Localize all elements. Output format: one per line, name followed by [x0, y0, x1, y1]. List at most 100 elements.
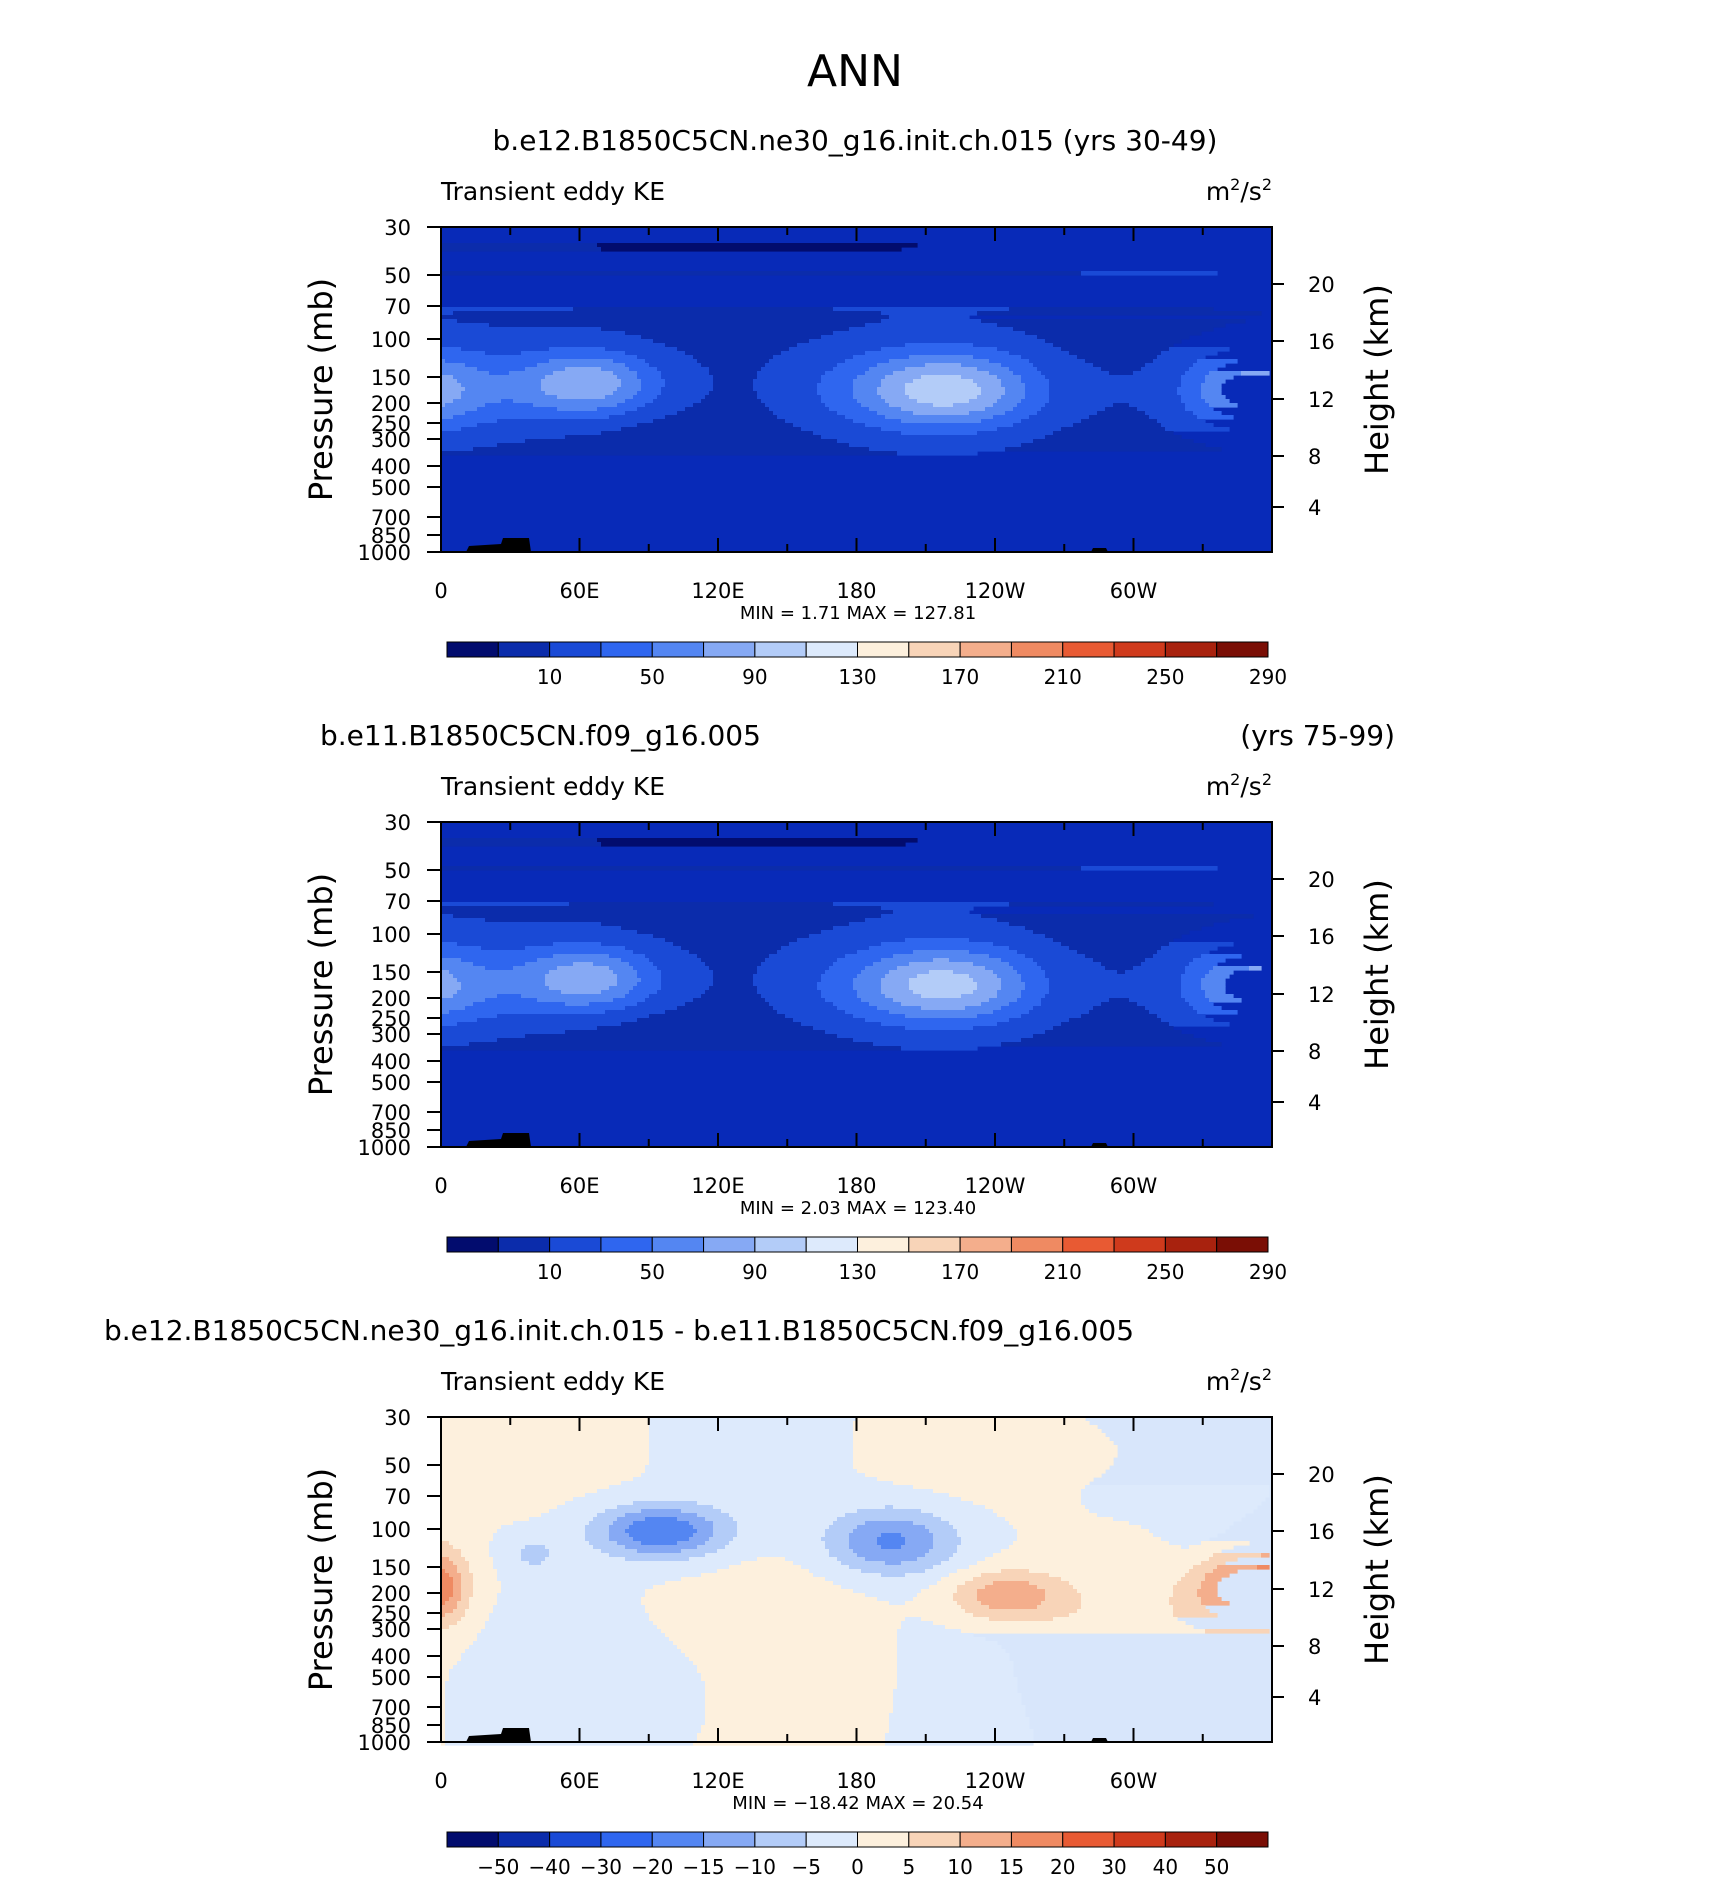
field-cell: [765, 363, 838, 368]
field-cell: [465, 1557, 494, 1562]
field-cell: [721, 1509, 858, 1514]
field-cell: [441, 1521, 514, 1526]
field-cell: [1013, 327, 1214, 332]
field-cell: [441, 906, 882, 911]
field-cell: [837, 1006, 878, 1011]
field-cell: [869, 946, 1010, 951]
y-tick-label: 1000: [358, 541, 411, 565]
field-cell: [453, 1581, 462, 1586]
field-cell: [705, 1517, 734, 1522]
colorbar-label: −50: [477, 1855, 519, 1879]
field-cell: [441, 1737, 446, 1742]
field-cell: [697, 1733, 886, 1738]
field-cell: [441, 315, 890, 320]
field-cell: [865, 423, 1014, 428]
field-cell: [1157, 355, 1206, 360]
field-cell: [441, 986, 462, 991]
field-cell: [969, 974, 998, 979]
field-cell: [981, 319, 1246, 324]
field-cell: [701, 1573, 814, 1578]
field-cell: [489, 1549, 522, 1554]
field-cell: [529, 1561, 542, 1566]
field-cell: [613, 998, 646, 1003]
field-cell: [677, 347, 790, 352]
field-cell: [681, 1649, 898, 1654]
field-cell: [497, 1038, 854, 1043]
field-cell: [1017, 1533, 1154, 1538]
field-cell: [917, 1593, 954, 1598]
field-cell: [1161, 1537, 1210, 1542]
colorbar-box: [600, 1236, 653, 1253]
field-cell: [441, 962, 474, 967]
variable-label: Transient eddy KE: [440, 177, 665, 206]
field-cell: [489, 1545, 526, 1550]
field-cell: [829, 966, 866, 971]
field-cell: [729, 1565, 802, 1570]
field-cell: [881, 914, 982, 919]
field-cell: [853, 1457, 1114, 1462]
field-cell: [1069, 1581, 1178, 1586]
field-cell: [801, 1022, 882, 1027]
field-cell: [485, 403, 534, 408]
field-cell: [573, 962, 594, 967]
field-cell: [989, 359, 1030, 364]
field-cell: [453, 415, 610, 420]
field-cell: [1021, 375, 1046, 380]
field-cell: [681, 1577, 826, 1582]
field-cell: [705, 1541, 730, 1546]
field-cell: [1001, 1569, 1030, 1574]
field-cell: [1009, 367, 1038, 372]
colorbar-box: [805, 641, 858, 658]
field-cell: [973, 1613, 1070, 1618]
field-cell: [1013, 371, 1042, 376]
colorbar-label: −20: [631, 1855, 673, 1879]
field-cell: [449, 1541, 490, 1546]
field-cell: [793, 1018, 866, 1023]
field-cell: [1001, 363, 1034, 368]
field-cell: [1001, 1042, 1222, 1047]
field-cell: [453, 1585, 462, 1590]
field-cell: [833, 962, 874, 967]
field-cell: [441, 938, 666, 943]
field-cell: [973, 1026, 1054, 1031]
y-tick-label: 30: [384, 1406, 411, 1430]
field-cell: [705, 1685, 898, 1690]
field-cell: [1037, 367, 1102, 372]
field-cell: [501, 1581, 666, 1586]
field-cell: [833, 902, 1010, 907]
colorbar-box: [1216, 1831, 1269, 1848]
field-cell: [441, 451, 898, 456]
field-cell: [609, 1525, 630, 1530]
y-tick-label: 850: [371, 524, 411, 548]
field-cell: [853, 1433, 1106, 1438]
field-cell: [757, 391, 818, 396]
field-cell: [457, 942, 554, 947]
field-cell: [625, 1545, 698, 1550]
field-cell: [997, 375, 1022, 380]
field-cell: [877, 363, 926, 368]
field-cell: [1061, 347, 1170, 352]
field-cell: [441, 375, 454, 380]
field-cell: [441, 1505, 558, 1510]
field-cell: [441, 1509, 550, 1514]
field-cell: [441, 958, 462, 963]
field-cell: [809, 1569, 862, 1574]
field-cell: [441, 1477, 634, 1482]
field-cell: [957, 1545, 1010, 1550]
field-cell: [1025, 954, 1086, 959]
field-cell: [501, 1525, 586, 1530]
y-tick-label: 300: [371, 1618, 411, 1642]
field-cell: [1185, 998, 1210, 1003]
field-cell: [821, 399, 858, 404]
field-cell: [933, 1513, 998, 1518]
field-cell: [1201, 1601, 1230, 1606]
field-cell: [893, 1709, 1026, 1714]
field-cell: [1021, 399, 1050, 404]
field-cell: [477, 1633, 666, 1638]
field-cell: [473, 1002, 566, 1007]
field-cell: [865, 1473, 1102, 1478]
field-cell: [1141, 1525, 1230, 1530]
field-cell: [1009, 1521, 1130, 1526]
field-cell: [833, 1581, 938, 1586]
field-cell: [753, 974, 822, 979]
